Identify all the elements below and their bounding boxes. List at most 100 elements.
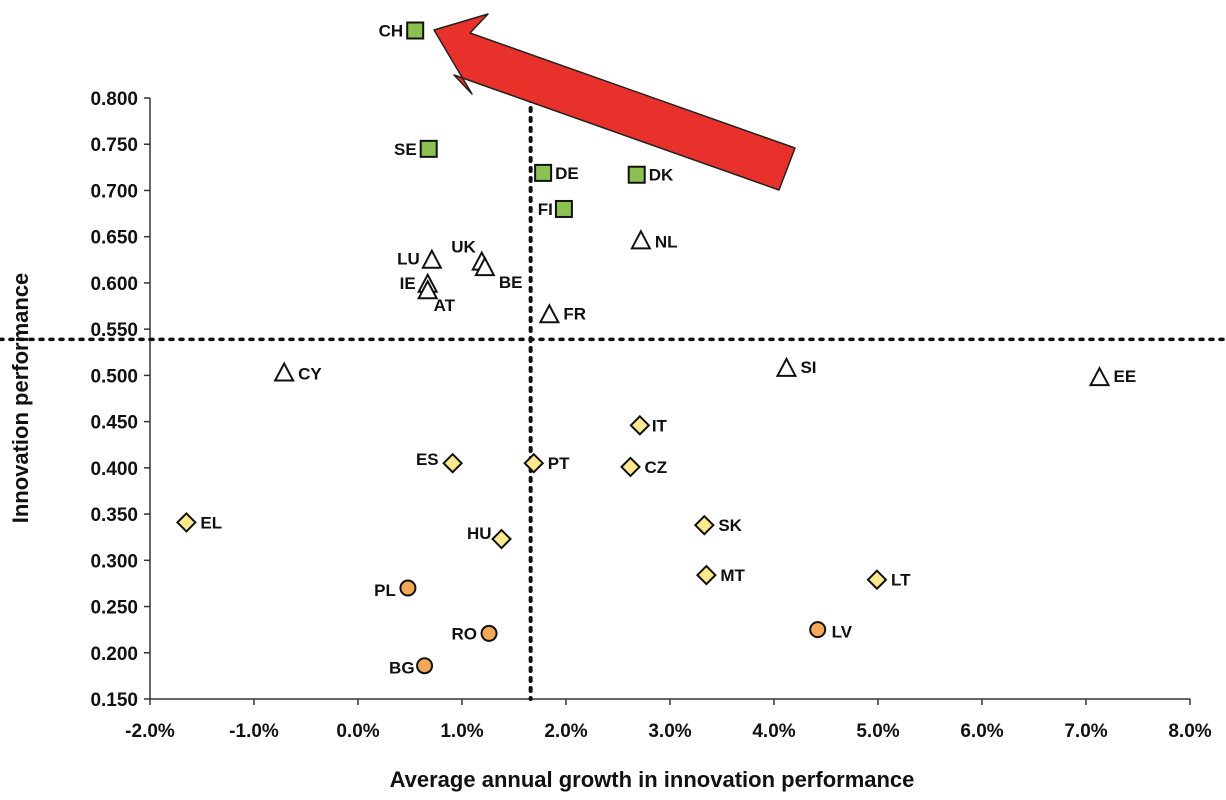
point-label: HU (467, 524, 492, 543)
point-label: IE (400, 274, 416, 293)
point-label: EE (1114, 367, 1137, 386)
x-tick-label: -2.0% (125, 721, 175, 742)
point-label: IT (652, 416, 668, 435)
diamond-marker (491, 528, 512, 550)
point-label: PL (374, 581, 396, 600)
point-label: SE (394, 140, 417, 159)
diamond-marker (523, 452, 545, 474)
y-tick-label: 0.650 (90, 228, 138, 249)
point-label: RO (452, 624, 478, 643)
triangle-marker (538, 303, 561, 324)
data-point-mt: MT (695, 564, 746, 586)
diamond-marker (866, 569, 888, 591)
data-point-pl: PL (374, 579, 417, 600)
point-label: SK (718, 516, 742, 535)
point-label: SI (800, 358, 816, 377)
circle-marker (480, 624, 498, 642)
y-axis-ticks: 0.150 0.200 0.250 0.300 0.350 0.400 0.450 0.500… (90, 89, 150, 711)
square-marker (406, 21, 425, 40)
point-label: EL (200, 513, 222, 532)
y-tick-label: 0.300 (90, 551, 138, 572)
y-tick-label: 0.450 (90, 413, 138, 434)
x-tick-label: 4.0% (752, 721, 795, 742)
x-axis-title: Average annual growth in innovation perf… (390, 767, 915, 792)
square-marker (534, 163, 553, 182)
y-tick-label: 0.550 (90, 320, 138, 341)
square-marker (627, 165, 646, 184)
x-tick-label: 5.0% (856, 721, 899, 742)
y-tick-label: 0.800 (90, 89, 138, 110)
y-tick-label: 0.700 (90, 181, 138, 202)
data-point-cy: CY (273, 361, 322, 384)
point-label: DE (555, 164, 579, 183)
diamond-marker (442, 452, 464, 474)
point-label: CZ (644, 458, 667, 477)
data-point-at: AT (417, 279, 456, 315)
x-axis-ticks: -2.0% -1.0% 0.0% 1.0% 2.0% 3.0% 4.0% 5.0% 6.0% 7.… (125, 699, 1212, 742)
y-tick-label: 0.600 (90, 274, 138, 295)
triangle-marker (775, 356, 798, 377)
point-label: AT (434, 296, 456, 315)
annotation-arrow (433, 13, 796, 191)
data-point-es: ES (416, 450, 464, 474)
point-label: BE (499, 273, 523, 292)
point-label: PT (548, 454, 570, 473)
square-marker (419, 139, 438, 158)
point-label: CH (379, 22, 404, 41)
x-tick-label: 3.0% (648, 721, 691, 742)
x-tick-label: 6.0% (960, 721, 1003, 742)
data-point-si: SI (775, 356, 817, 377)
triangle-marker (630, 229, 652, 250)
point-label: FR (563, 304, 586, 323)
point-label: DK (649, 166, 674, 185)
data-point-sk: SK (693, 514, 743, 536)
red-arrow (433, 13, 796, 191)
triangle-marker (421, 248, 443, 269)
data-point-ee: EE (1088, 366, 1137, 387)
diamond-marker (693, 514, 715, 536)
y-tick-label: 0.750 (90, 135, 138, 156)
y-tick-label: 0.250 (90, 598, 138, 619)
data-point-el: EL (175, 511, 222, 533)
data-point-hu: HU (467, 524, 512, 550)
circle-marker (809, 621, 827, 639)
data-point-lu: LU (397, 248, 443, 269)
point-label: MT (720, 566, 745, 585)
data-point-it: IT (629, 414, 668, 436)
triangle-marker (273, 361, 295, 382)
diamond-marker (629, 414, 651, 436)
data-point-ch: CH (379, 21, 425, 41)
data-point-se: SE (394, 139, 438, 159)
point-label: ES (416, 450, 439, 469)
data-point-fi: FI (538, 199, 573, 219)
point-label: LU (397, 250, 420, 269)
square-marker (554, 199, 573, 218)
triangle-marker (474, 255, 496, 277)
point-label: BG (389, 659, 415, 678)
diamond-marker (695, 564, 717, 586)
circle-marker (399, 579, 417, 597)
y-tick-label: 0.200 (90, 644, 138, 665)
circle-marker (416, 657, 434, 675)
point-label: LT (891, 571, 911, 590)
diamond-marker (175, 511, 197, 533)
point-label: LV (832, 623, 853, 642)
y-tick-label: 0.400 (90, 459, 138, 480)
data-point-dk: DK (627, 165, 674, 185)
data-point-lt: LT (866, 569, 911, 591)
data-point-de: DE (534, 163, 579, 183)
x-tick-label: -1.0% (229, 721, 279, 742)
x-tick-label: 2.0% (544, 721, 587, 742)
triangle-marker (417, 279, 439, 300)
data-point-fr: FR (538, 303, 586, 324)
data-point-ro: RO (452, 624, 498, 643)
data-point-be: BE (474, 255, 523, 292)
data-points: CH SE DE DK FI LU UK BE IE AT NL FR CY SI EE IT ES PT CZ EL… (175, 21, 1137, 678)
data-point-lv: LV (809, 621, 853, 642)
x-tick-label: 0.0% (336, 721, 379, 742)
reference-lines (0, 96, 1226, 701)
y-tick-label: 0.350 (90, 505, 138, 526)
y-tick-label: 0.150 (90, 690, 138, 711)
plot-area (149, 98, 1190, 700)
